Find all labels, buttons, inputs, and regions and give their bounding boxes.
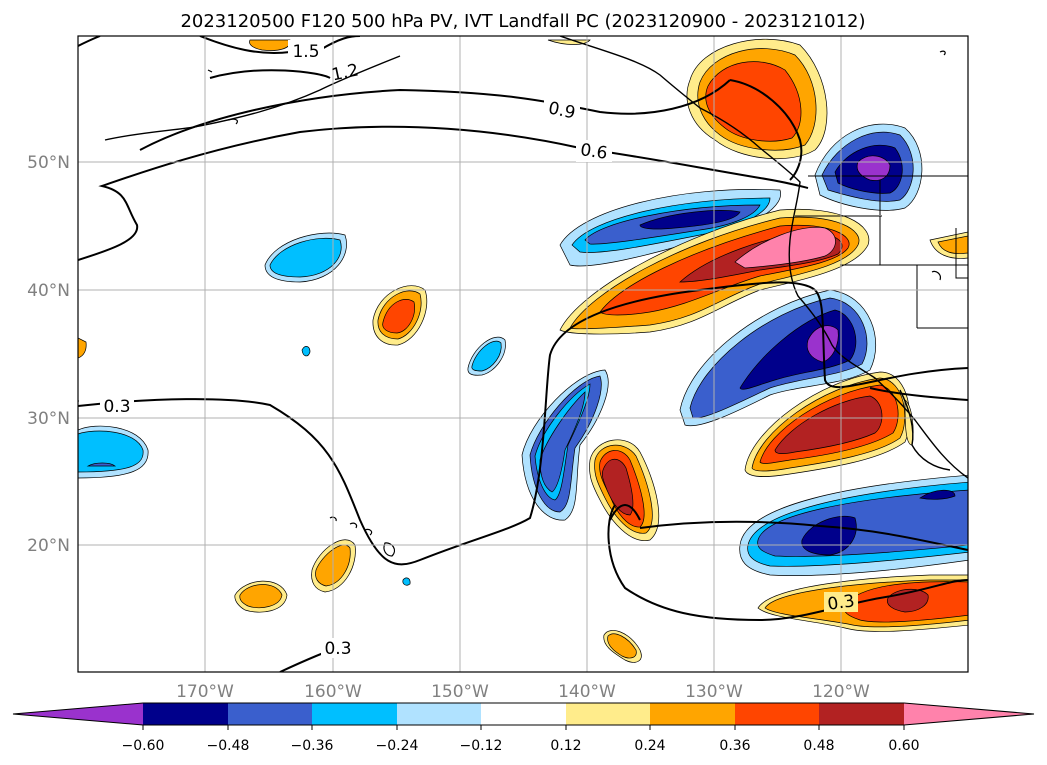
colorbar-segment	[650, 703, 735, 725]
colorbar-tick: 0.12	[550, 738, 581, 754]
colorbar-tick: −0.36	[291, 738, 334, 754]
colorbar-segment	[481, 703, 566, 725]
map-title: 2023120500 F120 500 hPa PV, IVT Landfall…	[180, 11, 865, 32]
lon-label: 120°W	[812, 682, 870, 702]
lon-label: 170°W	[176, 682, 234, 702]
colorbar-segment	[228, 703, 312, 725]
contour-label: 0.3	[103, 397, 130, 417]
map-frame	[77, 35, 969, 673]
longitude-labels: 170°W 160°W 150°W 140°W 130°W 120°W	[176, 682, 870, 702]
colorbar-tick: 0.60	[888, 738, 919, 754]
colorbar: −0.60 −0.48 −0.36 −0.24 −0.12 0.12 0.24 …	[12, 702, 1035, 754]
colorbar-segment	[397, 703, 481, 725]
colorbar-extend-low	[13, 703, 143, 725]
coastline	[78, 36, 968, 479]
colorbar-segment	[143, 703, 228, 725]
contour-label: 1.5	[292, 42, 319, 62]
colorbar-segment	[566, 703, 650, 725]
colorbar-tick: 0.48	[803, 738, 834, 754]
colorbar-tick: −0.12	[460, 738, 503, 754]
colorbar-tick: −0.24	[376, 738, 419, 754]
map-area: 1.5 1.2 0.9 0.6 0.3 0.3 0.3	[78, 36, 968, 672]
lon-label: 130°W	[685, 682, 743, 702]
lon-label: 160°W	[304, 682, 362, 702]
pv-contours	[78, 36, 968, 672]
colorbar-segment	[735, 703, 819, 725]
contour-label: 0.3	[324, 639, 351, 659]
colorbar-extend-high	[904, 703, 1034, 725]
colorbar-tick: −0.60	[122, 738, 165, 754]
contour-label: 0.6	[579, 140, 609, 164]
lat-label: 30°N	[27, 409, 70, 429]
contour-label: 0.3	[826, 591, 856, 615]
lon-label: 150°W	[431, 682, 489, 702]
colorbar-tick: −0.48	[207, 738, 250, 754]
lat-label: 40°N	[27, 281, 70, 301]
colorbar-tick: 0.36	[719, 738, 750, 754]
colorbar-segment	[819, 703, 904, 725]
political-borders	[795, 175, 968, 329]
contour-labels: 1.5 1.2 0.9 0.6 0.3 0.3 0.3	[100, 40, 858, 659]
lat-label: 50°N	[27, 153, 70, 173]
lon-label: 140°W	[558, 682, 616, 702]
lat-label: 20°N	[27, 536, 70, 556]
colorbar-tick: 0.24	[634, 738, 665, 754]
colorbar-segment	[312, 703, 397, 725]
islands	[207, 50, 946, 557]
latitude-labels: 50°N 40°N 30°N 20°N	[27, 153, 70, 556]
